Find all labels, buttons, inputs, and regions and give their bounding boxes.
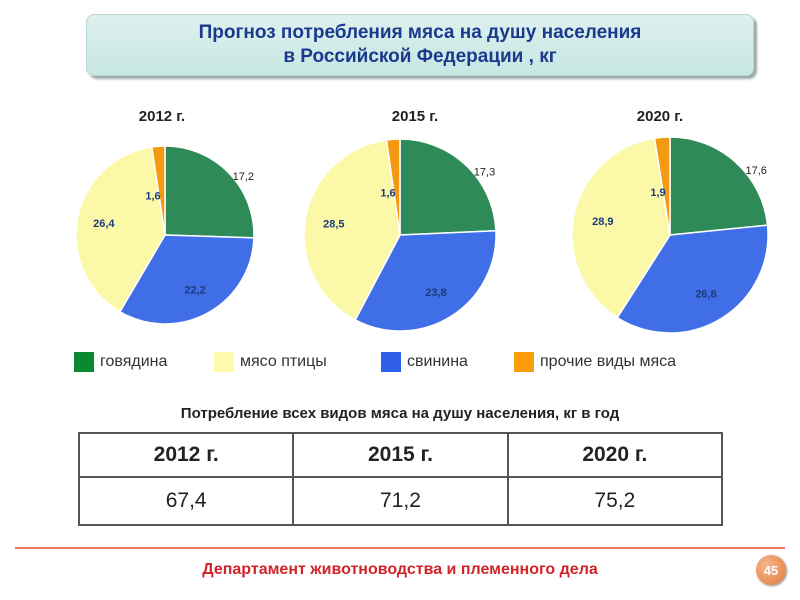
pie-chart-2: 2020 г. 17,6 26,8 28,9 1,9 (571, 108, 769, 334)
pie-slice-pork-0 (118, 234, 255, 325)
pie-label-poultry-0: 26,4 (93, 218, 115, 230)
legend-swatch-poultry (214, 352, 234, 372)
pie-label-other-0: 1,6 (145, 190, 160, 202)
pie-slice-pork-2 (616, 224, 769, 334)
title-banner: Прогноз потребления мяса на душу населен… (86, 14, 754, 76)
pie-label-beef-2: 17,6 (745, 165, 766, 177)
pie-charts: 2012 г. 17,2 22,2 26,4 1,6 2015 г. 17,3 23,8 28,… (75, 108, 769, 334)
pie-slice-poultry-2 (571, 137, 671, 319)
pie-slice-beef-1 (399, 138, 497, 236)
pie-title-0: 2012 г. (139, 108, 185, 125)
table-header-2012: 2012 г. (77, 432, 295, 478)
pie-chart-1: 2015 г. 17,3 23,8 28,5 1,6 (303, 108, 497, 332)
pie-slice-pork-1 (354, 229, 497, 332)
legend-item-other: прочие виды мяса (514, 351, 676, 373)
pie-label-pork-2: 26,8 (695, 288, 716, 300)
table-header-row: 2012 г. 2015 г. 2020 г. (77, 432, 724, 478)
table-cell-2012: 67,4 (77, 476, 295, 526)
table-cell-2020: 75,2 (506, 476, 724, 526)
legend-item-pork: свинина (381, 351, 468, 373)
legend-swatch-other (514, 352, 534, 372)
pie-slice-poultry-1 (303, 139, 401, 321)
legend-swatch-beef (74, 352, 94, 372)
legend-item-beef: говядина (74, 351, 167, 373)
legend-label-poultry: мясо птицы (240, 353, 327, 370)
table-header-2015: 2015 г. (292, 432, 509, 478)
pie-label-other-1: 1,6 (380, 188, 395, 200)
pie-chart-0: 2012 г. 17,2 22,2 26,4 1,6 (75, 108, 255, 325)
footer-divider (15, 547, 785, 549)
table-title: Потребление всех видов мяса на душу насе… (180, 405, 620, 422)
legend-label-pork: свинина (407, 353, 468, 370)
pie-slice-beef-0 (164, 145, 255, 239)
legend-label-beef: говядина (100, 353, 168, 370)
table-row: 67,4 71,2 75,2 (77, 476, 724, 526)
pie-title-2: 2020 г. (637, 108, 683, 125)
pie-title-1: 2015 г. (392, 108, 438, 125)
pie-slice-other-1 (385, 138, 401, 236)
pie-label-poultry-2: 28,9 (592, 216, 613, 228)
pie-label-other-2: 1,9 (650, 187, 665, 199)
pie-slice-other-2 (653, 136, 671, 236)
page-title-line1: Прогноз потребления мяса на душу населен… (198, 22, 642, 43)
legend-label-other: прочие виды мяса (540, 353, 677, 370)
consumption-table: 2012 г. 2015 г. 2020 г. 67,4 71,2 75,2 (77, 432, 724, 526)
pie-label-beef-0: 17,2 (233, 171, 254, 183)
table-cell-2015: 71,2 (292, 476, 509, 526)
page-title-line2: в Российской Федерации , кг (283, 46, 557, 67)
pie-slice-other-0 (150, 145, 166, 236)
table-header-2020: 2020 г. (506, 432, 724, 478)
page-number-badge: 45 (756, 555, 786, 585)
pie-label-pork-1: 23,8 (425, 287, 446, 299)
pie-slice-poultry-0 (75, 146, 166, 313)
footer-department: Департамент животноводства и племенного … (202, 561, 598, 578)
legend-item-poultry: мясо птицы (214, 351, 327, 373)
legend-swatch-pork (381, 352, 401, 372)
pie-label-pork-0: 22,2 (184, 285, 205, 297)
pie-label-beef-1: 17,3 (474, 167, 495, 179)
chart-legend: говядина мясо птицы свинина прочие виды … (0, 351, 800, 373)
pie-label-poultry-1: 28,5 (323, 219, 344, 231)
pie-slice-beef-2 (669, 136, 769, 236)
